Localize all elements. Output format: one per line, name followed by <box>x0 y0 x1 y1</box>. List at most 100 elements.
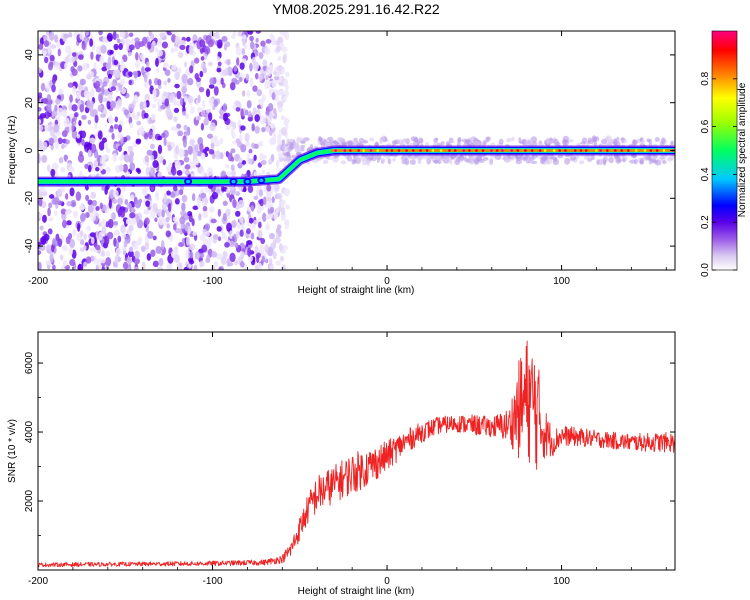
spectrogram-ridge-haze <box>503 158 511 163</box>
spectrogram-noise-cell <box>107 73 113 79</box>
spectrogram-ridge-haze <box>410 136 416 142</box>
spectrogram-ridge-haze <box>347 140 355 146</box>
spectrogram-noise-cell <box>95 166 100 172</box>
snr-marks <box>38 340 675 568</box>
spectrogram-ridge-haze <box>548 140 554 145</box>
spectrogram-noise-cell <box>49 61 54 67</box>
spectrogram-noise-cell <box>210 137 217 144</box>
spectrogram-noise-cell <box>79 213 86 222</box>
spectrogram-ridge-haze <box>594 140 598 147</box>
spectrogram-ridge-haze <box>485 136 490 143</box>
spectrogram-noise-cell <box>89 38 94 47</box>
spectrogram-ridge-haze <box>488 158 493 166</box>
spectrogram-noise-cell <box>167 202 172 212</box>
spectrogram-noise-cell <box>64 193 69 200</box>
spectrogram-ridge-peak <box>516 149 520 152</box>
spectrogram-noise-cell <box>179 216 186 225</box>
spectrogram-noise-cell <box>265 125 271 133</box>
spectrogram-noise-cell <box>235 46 242 56</box>
spectrogram-ridge-peak <box>385 149 389 152</box>
spectrogram-ridge-haze <box>337 137 342 142</box>
spectrogram-noise-cell <box>229 81 236 91</box>
spectrogram-noise-cell <box>63 33 70 39</box>
spectrogram-noise-cell <box>39 225 44 231</box>
spectrogram-noise-cell <box>257 262 262 270</box>
snr-ticks: -200 -100 0 100 2000 4000 6000 <box>24 332 675 587</box>
spectrogram-noise-cell <box>67 232 73 240</box>
spectrogram-noise-cell <box>226 188 230 194</box>
spectrogram-noise-cell <box>246 100 252 109</box>
spectrogram-noise-cell <box>81 130 86 139</box>
spectrogram-noise-cell <box>148 78 152 86</box>
spectrogram-noise-cell <box>240 250 245 260</box>
spectrogram-noise-cell <box>285 122 289 131</box>
spectrogram-noise-cell <box>69 258 76 267</box>
spectrogram-noise-cell <box>105 250 111 257</box>
spectrogram-noise-cell <box>174 71 180 81</box>
spectrogram-noise-cell <box>113 43 119 51</box>
spectrogram-noise-cell <box>225 208 231 216</box>
spectrogram-noise-cell <box>91 199 97 207</box>
spectrogram-noise-cell <box>201 170 206 176</box>
spectrogram-noise-cell <box>192 231 198 236</box>
spectrogram-noise-cell <box>95 206 100 211</box>
spectrogram-ridge-peak <box>349 149 352 152</box>
spectrogram-noise-cell <box>113 59 119 66</box>
spectrogram-noise-cell <box>281 46 288 53</box>
spectrogram-noise-cell <box>224 241 230 248</box>
spectrogram-ridge-haze <box>346 155 353 162</box>
spectrogram-noise-cell <box>268 158 273 165</box>
spectrogram-noise-cell <box>47 228 53 235</box>
spectrogram-noise-cell <box>247 247 252 257</box>
spectrogram-noise-cell <box>136 168 142 174</box>
spectrogram-noise-cell <box>184 224 189 232</box>
spectrogram-noise-cell <box>48 194 55 199</box>
spectrogram-noise-cell <box>251 123 255 132</box>
spectrogram-noise-cell <box>249 77 254 87</box>
spectrogram-noise-cell <box>160 240 165 250</box>
spectrogram-noise-cell <box>111 133 115 140</box>
spectrogram-noise-cell <box>192 205 199 211</box>
spectrogram-noise-cell <box>260 237 266 245</box>
spectrogram-noise-cell <box>100 44 107 54</box>
spectrogram-noise-cell <box>256 254 260 264</box>
spectrogram-ridge-haze <box>417 160 422 165</box>
spectrogram-noise-cell <box>134 250 140 260</box>
spectrogram-ridge-haze <box>661 137 666 144</box>
spectrogram-noise-cell <box>280 115 286 121</box>
spectrogram-noise-cell <box>51 111 55 118</box>
spectrogram-ridge-peak <box>462 149 466 152</box>
spectrogram-noise-cell <box>172 216 178 222</box>
spectrogram-ridge-peak <box>419 149 422 152</box>
spectrogram-noise-cell <box>130 38 136 45</box>
spectrogram-noise-cell <box>108 128 114 133</box>
spectrogram-noise-cell <box>117 209 123 216</box>
spectrogram-noise-cell <box>154 191 160 201</box>
spectrogram-ridge-haze <box>557 155 564 159</box>
spectrogram-noise-cell <box>145 166 150 177</box>
spectrogram-ridge-haze <box>326 136 334 141</box>
spectrogram-noise-cell <box>163 62 169 69</box>
spectrogram-noise-cell <box>181 237 185 245</box>
spectrogram-ridge-haze <box>322 159 329 164</box>
spectrogram-noise-cell <box>52 264 56 270</box>
spectrogram-noise-cell <box>101 226 107 235</box>
spectrogram-noise-cell <box>277 56 282 62</box>
spectrogram-noise-cell <box>95 258 101 264</box>
spectrogram-ridge-peak <box>448 149 451 152</box>
spectrogram-noise-cell <box>127 250 134 258</box>
spectrogram-ridge-haze <box>445 141 451 146</box>
spectrogram-noise-cell <box>130 206 135 214</box>
spectrogram-noise-cell <box>239 133 243 142</box>
spectrogram-noise-cell <box>253 171 258 178</box>
spectrogram-noise-cell <box>88 100 95 108</box>
spectrogram-noise-cell <box>176 169 183 176</box>
spectrogram-noise-cell <box>269 264 275 270</box>
spectrogram-noise-cell <box>110 86 117 91</box>
spectrogram-noise-cell <box>85 211 90 218</box>
spectrogram-noise-cell <box>189 251 194 259</box>
spectrogram-noise-cell <box>189 243 195 251</box>
spectrogram-noise-cell <box>60 166 66 173</box>
